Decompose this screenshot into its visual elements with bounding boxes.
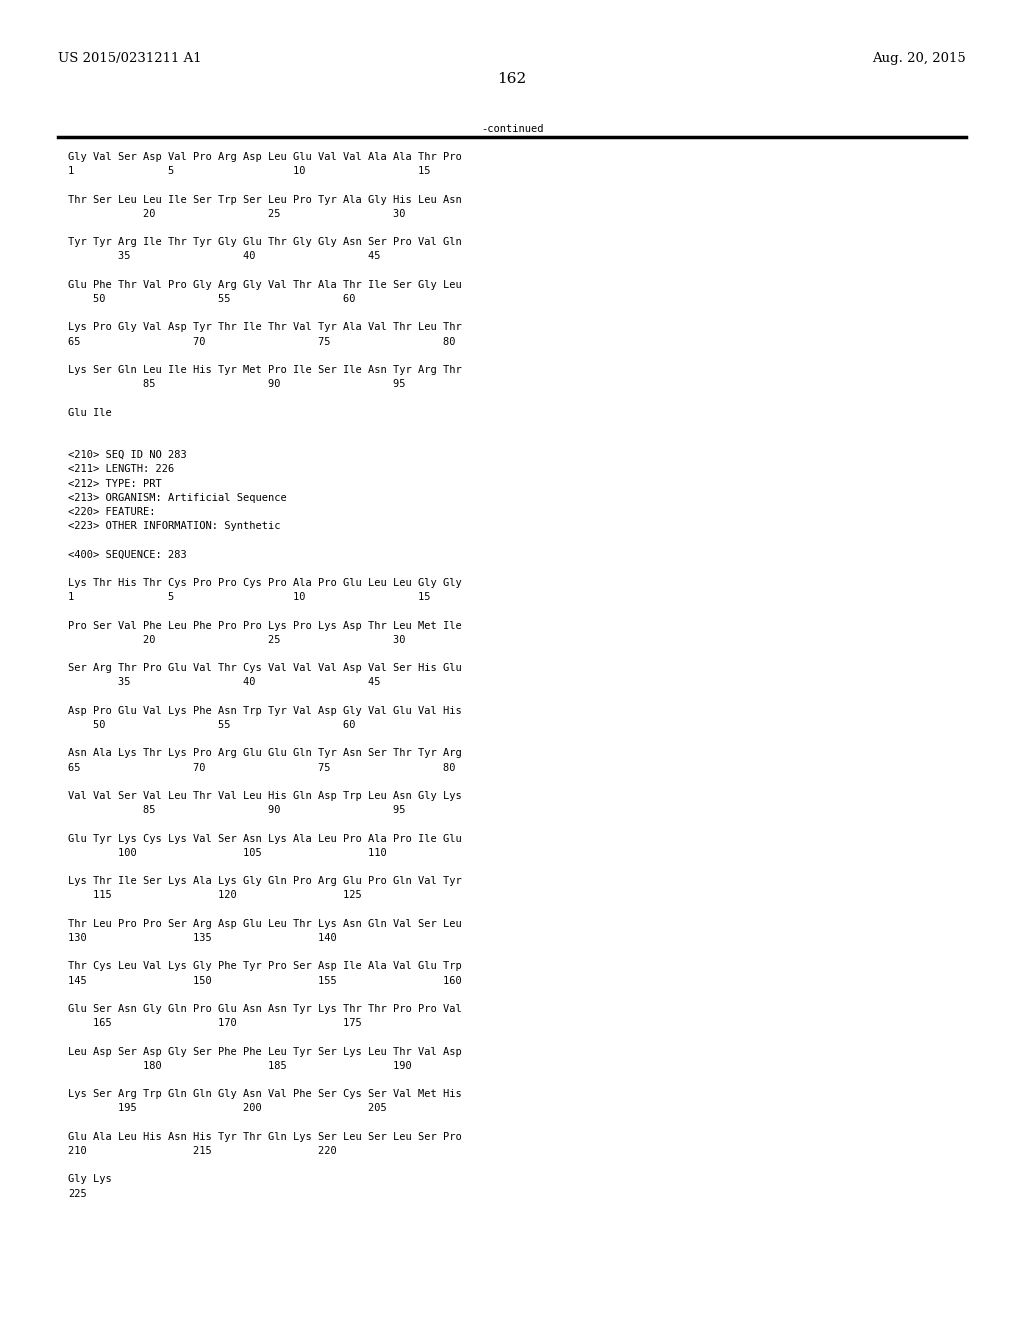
Text: <400> SEQUENCE: 283: <400> SEQUENCE: 283 xyxy=(68,549,186,560)
Text: 145                 150                 155                 160: 145 150 155 160 xyxy=(68,975,462,986)
Text: 1               5                   10                  15: 1 5 10 15 xyxy=(68,593,430,602)
Text: -continued: -continued xyxy=(480,124,544,135)
Text: 85                  90                  95: 85 90 95 xyxy=(68,379,406,389)
Text: 130                 135                 140: 130 135 140 xyxy=(68,933,337,942)
Text: 35                  40                  45: 35 40 45 xyxy=(68,251,381,261)
Text: 210                 215                 220: 210 215 220 xyxy=(68,1146,337,1156)
Text: Lys Thr Ile Ser Lys Ala Lys Gly Gln Pro Arg Glu Pro Gln Val Tyr: Lys Thr Ile Ser Lys Ala Lys Gly Gln Pro … xyxy=(68,876,462,886)
Text: Glu Ile: Glu Ile xyxy=(68,408,112,417)
Text: Lys Thr His Thr Cys Pro Pro Cys Pro Ala Pro Glu Leu Leu Gly Gly: Lys Thr His Thr Cys Pro Pro Cys Pro Ala … xyxy=(68,578,462,587)
Text: <212> TYPE: PRT: <212> TYPE: PRT xyxy=(68,479,162,488)
Text: 195                 200                 205: 195 200 205 xyxy=(68,1104,387,1113)
Text: Aug. 20, 2015: Aug. 20, 2015 xyxy=(872,51,966,65)
Text: 65                  70                  75                  80: 65 70 75 80 xyxy=(68,337,456,347)
Text: Glu Ala Leu His Asn His Tyr Thr Gln Lys Ser Leu Ser Leu Ser Pro: Glu Ala Leu His Asn His Tyr Thr Gln Lys … xyxy=(68,1131,462,1142)
Text: <213> ORGANISM: Artificial Sequence: <213> ORGANISM: Artificial Sequence xyxy=(68,492,287,503)
Text: Lys Ser Arg Trp Gln Gln Gly Asn Val Phe Ser Cys Ser Val Met His: Lys Ser Arg Trp Gln Gln Gly Asn Val Phe … xyxy=(68,1089,462,1100)
Text: Asn Ala Lys Thr Lys Pro Arg Glu Glu Gln Tyr Asn Ser Thr Tyr Arg: Asn Ala Lys Thr Lys Pro Arg Glu Glu Gln … xyxy=(68,748,462,759)
Text: 85                  90                  95: 85 90 95 xyxy=(68,805,406,816)
Text: Gly Lys: Gly Lys xyxy=(68,1175,112,1184)
Text: 225: 225 xyxy=(68,1188,87,1199)
Text: 165                 170                 175: 165 170 175 xyxy=(68,1018,361,1028)
Text: 180                 185                 190: 180 185 190 xyxy=(68,1061,412,1071)
Text: 50                  55                  60: 50 55 60 xyxy=(68,294,355,304)
Text: Glu Phe Thr Val Pro Gly Arg Gly Val Thr Ala Thr Ile Ser Gly Leu: Glu Phe Thr Val Pro Gly Arg Gly Val Thr … xyxy=(68,280,462,290)
Text: 50                  55                  60: 50 55 60 xyxy=(68,719,355,730)
Text: 20                  25                  30: 20 25 30 xyxy=(68,209,406,219)
Text: <220> FEATURE:: <220> FEATURE: xyxy=(68,507,156,517)
Text: <210> SEQ ID NO 283: <210> SEQ ID NO 283 xyxy=(68,450,186,461)
Text: Leu Asp Ser Asp Gly Ser Phe Phe Leu Tyr Ser Lys Leu Thr Val Asp: Leu Asp Ser Asp Gly Ser Phe Phe Leu Tyr … xyxy=(68,1047,462,1056)
Text: 162: 162 xyxy=(498,73,526,86)
Text: Thr Leu Pro Pro Ser Arg Asp Glu Leu Thr Lys Asn Gln Val Ser Leu: Thr Leu Pro Pro Ser Arg Asp Glu Leu Thr … xyxy=(68,919,462,929)
Text: Thr Cys Leu Val Lys Gly Phe Tyr Pro Ser Asp Ile Ala Val Glu Trp: Thr Cys Leu Val Lys Gly Phe Tyr Pro Ser … xyxy=(68,961,462,972)
Text: Ser Arg Thr Pro Glu Val Thr Cys Val Val Val Asp Val Ser His Glu: Ser Arg Thr Pro Glu Val Thr Cys Val Val … xyxy=(68,663,462,673)
Text: 1               5                   10                  15: 1 5 10 15 xyxy=(68,166,430,176)
Text: 35                  40                  45: 35 40 45 xyxy=(68,677,381,688)
Text: <223> OTHER INFORMATION: Synthetic: <223> OTHER INFORMATION: Synthetic xyxy=(68,521,281,531)
Text: <211> LENGTH: 226: <211> LENGTH: 226 xyxy=(68,465,174,474)
Text: Gly Val Ser Asp Val Pro Arg Asp Leu Glu Val Val Ala Ala Thr Pro: Gly Val Ser Asp Val Pro Arg Asp Leu Glu … xyxy=(68,152,462,162)
Text: Pro Ser Val Phe Leu Phe Pro Pro Lys Pro Lys Asp Thr Leu Met Ile: Pro Ser Val Phe Leu Phe Pro Pro Lys Pro … xyxy=(68,620,462,631)
Text: Tyr Tyr Arg Ile Thr Tyr Gly Glu Thr Gly Gly Asn Ser Pro Val Gln: Tyr Tyr Arg Ile Thr Tyr Gly Glu Thr Gly … xyxy=(68,238,462,247)
Text: Asp Pro Glu Val Lys Phe Asn Trp Tyr Val Asp Gly Val Glu Val His: Asp Pro Glu Val Lys Phe Asn Trp Tyr Val … xyxy=(68,706,462,715)
Text: Lys Ser Gln Leu Ile His Tyr Met Pro Ile Ser Ile Asn Tyr Arg Thr: Lys Ser Gln Leu Ile His Tyr Met Pro Ile … xyxy=(68,366,462,375)
Text: Val Val Ser Val Leu Thr Val Leu His Gln Asp Trp Leu Asn Gly Lys: Val Val Ser Val Leu Thr Val Leu His Gln … xyxy=(68,791,462,801)
Text: Thr Ser Leu Leu Ile Ser Trp Ser Leu Pro Tyr Ala Gly His Leu Asn: Thr Ser Leu Leu Ile Ser Trp Ser Leu Pro … xyxy=(68,194,462,205)
Text: Lys Pro Gly Val Asp Tyr Thr Ile Thr Val Tyr Ala Val Thr Leu Thr: Lys Pro Gly Val Asp Tyr Thr Ile Thr Val … xyxy=(68,322,462,333)
Text: 115                 120                 125: 115 120 125 xyxy=(68,891,361,900)
Text: 100                 105                 110: 100 105 110 xyxy=(68,847,387,858)
Text: Glu Tyr Lys Cys Lys Val Ser Asn Lys Ala Leu Pro Ala Pro Ile Glu: Glu Tyr Lys Cys Lys Val Ser Asn Lys Ala … xyxy=(68,834,462,843)
Text: Glu Ser Asn Gly Gln Pro Glu Asn Asn Tyr Lys Thr Thr Pro Pro Val: Glu Ser Asn Gly Gln Pro Glu Asn Asn Tyr … xyxy=(68,1005,462,1014)
Text: 20                  25                  30: 20 25 30 xyxy=(68,635,406,644)
Text: 65                  70                  75                  80: 65 70 75 80 xyxy=(68,763,456,772)
Text: US 2015/0231211 A1: US 2015/0231211 A1 xyxy=(58,51,202,65)
